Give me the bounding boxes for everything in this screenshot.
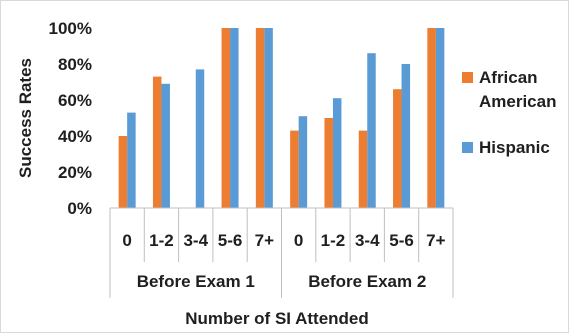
bar-series0-cat9	[427, 28, 436, 208]
x-tick-label: 5-6	[389, 231, 414, 250]
y-tick-label: 100%	[49, 19, 92, 38]
bar-series1-cat6	[332, 98, 342, 208]
bar-series0-cat4	[255, 28, 265, 208]
y-tick-label: 40%	[58, 127, 92, 146]
y-axis-title: Success Rates	[16, 58, 35, 178]
bar-series1-cat3	[230, 28, 239, 208]
bar-series0-cat3	[221, 28, 231, 208]
bar-series0-cat1	[152, 76, 162, 208]
axes-layer: 0% 20% 40% 60% 80% 100% 0 1-2 3-4 5-6 7+ 0 1-2 3-4 5-6…	[49, 19, 454, 298]
x-tick-label: 1-2	[321, 231, 346, 250]
y-tick-label: 80%	[58, 55, 92, 74]
x-tick-label: 0	[294, 231, 303, 250]
bar-series0-cat0	[118, 136, 128, 208]
legend-item: Hispanic	[462, 136, 567, 160]
legend-item: African American	[462, 66, 567, 114]
x-axis-title: Number of SI Attended	[185, 309, 369, 328]
bar-series1-cat5	[298, 116, 308, 208]
legend-label: African American	[479, 68, 557, 111]
bar-series1-cat1	[161, 83, 170, 208]
y-tick-label: 20%	[58, 163, 92, 182]
bar-series1-cat7	[367, 53, 376, 209]
x-tick-label: 3-4	[355, 231, 380, 250]
x-tick-label: 5-6	[218, 231, 243, 250]
legend-swatch	[462, 72, 473, 83]
bar-series0-cat5	[290, 130, 299, 208]
bar-series1-cat9	[435, 28, 445, 208]
bar-series0-cat6	[324, 118, 333, 208]
x-group-label: Before Exam 2	[308, 272, 426, 291]
x-tick-label: 3-4	[183, 231, 208, 250]
bar-series1-cat4	[264, 28, 273, 208]
x-tick-label: 7+	[255, 231, 274, 250]
legend-swatch	[462, 142, 473, 153]
bar-series1-cat2	[195, 69, 205, 209]
y-tick-label: 60%	[58, 91, 92, 110]
x-tick-label: 1-2	[149, 231, 174, 250]
legend-label: Hispanic	[479, 138, 550, 157]
bar-series1-cat0	[127, 112, 136, 208]
x-tick-label: 0	[122, 231, 131, 250]
bar-series0-cat7	[358, 130, 368, 208]
bars-layer	[118, 28, 445, 209]
y-tick-label: 0%	[67, 199, 92, 218]
x-tick-label: 7+	[426, 231, 445, 250]
bar-series0-cat8	[393, 89, 402, 208]
bar-series1-cat8	[401, 64, 411, 208]
x-group-label: Before Exam 1	[137, 272, 255, 291]
